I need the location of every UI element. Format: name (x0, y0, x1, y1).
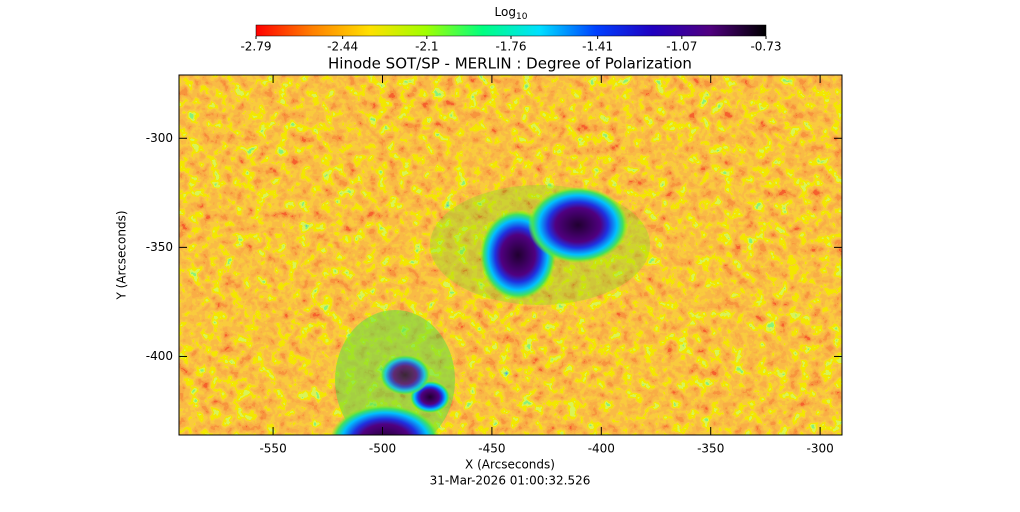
colorbar-tick-label: -1.76 (495, 40, 526, 54)
footer-timestamp: 31-Mar-2026 01:00:32.526 (430, 474, 591, 488)
x-tick-label: -350 (697, 442, 724, 456)
colorbar (255, 24, 767, 37)
y-tick-label: -400 (146, 349, 173, 363)
colorbar-tick-label: -2.79 (240, 40, 271, 54)
colorbar-tick-label: -1.07 (666, 40, 697, 54)
colorbar-tick-label: -1.41 (582, 40, 613, 54)
plot-frame (178, 74, 843, 436)
x-tick-label: -450 (478, 442, 505, 456)
x-tick-label: -500 (369, 442, 396, 456)
x-tick-label: -550 (259, 442, 286, 456)
colorbar-tick-label: -0.73 (750, 40, 781, 54)
colorbar-tick-label: -2.44 (327, 40, 358, 54)
chart-title: Hinode SOT/SP - MERLIN : Degree of Polar… (328, 55, 692, 73)
x-tick-label: -300 (807, 442, 834, 456)
x-axis-label: X (Arcseconds) (465, 458, 555, 472)
y-tick-label: -350 (146, 240, 173, 254)
colorbar-label: Log10 (495, 5, 528, 22)
colorbar-tick-label: -2.1 (415, 40, 438, 54)
polarization-map (179, 75, 842, 435)
y-axis-label: Y (Arcseconds) (115, 210, 129, 300)
y-tick-label: -300 (146, 131, 173, 145)
x-tick-label: -400 (588, 442, 615, 456)
